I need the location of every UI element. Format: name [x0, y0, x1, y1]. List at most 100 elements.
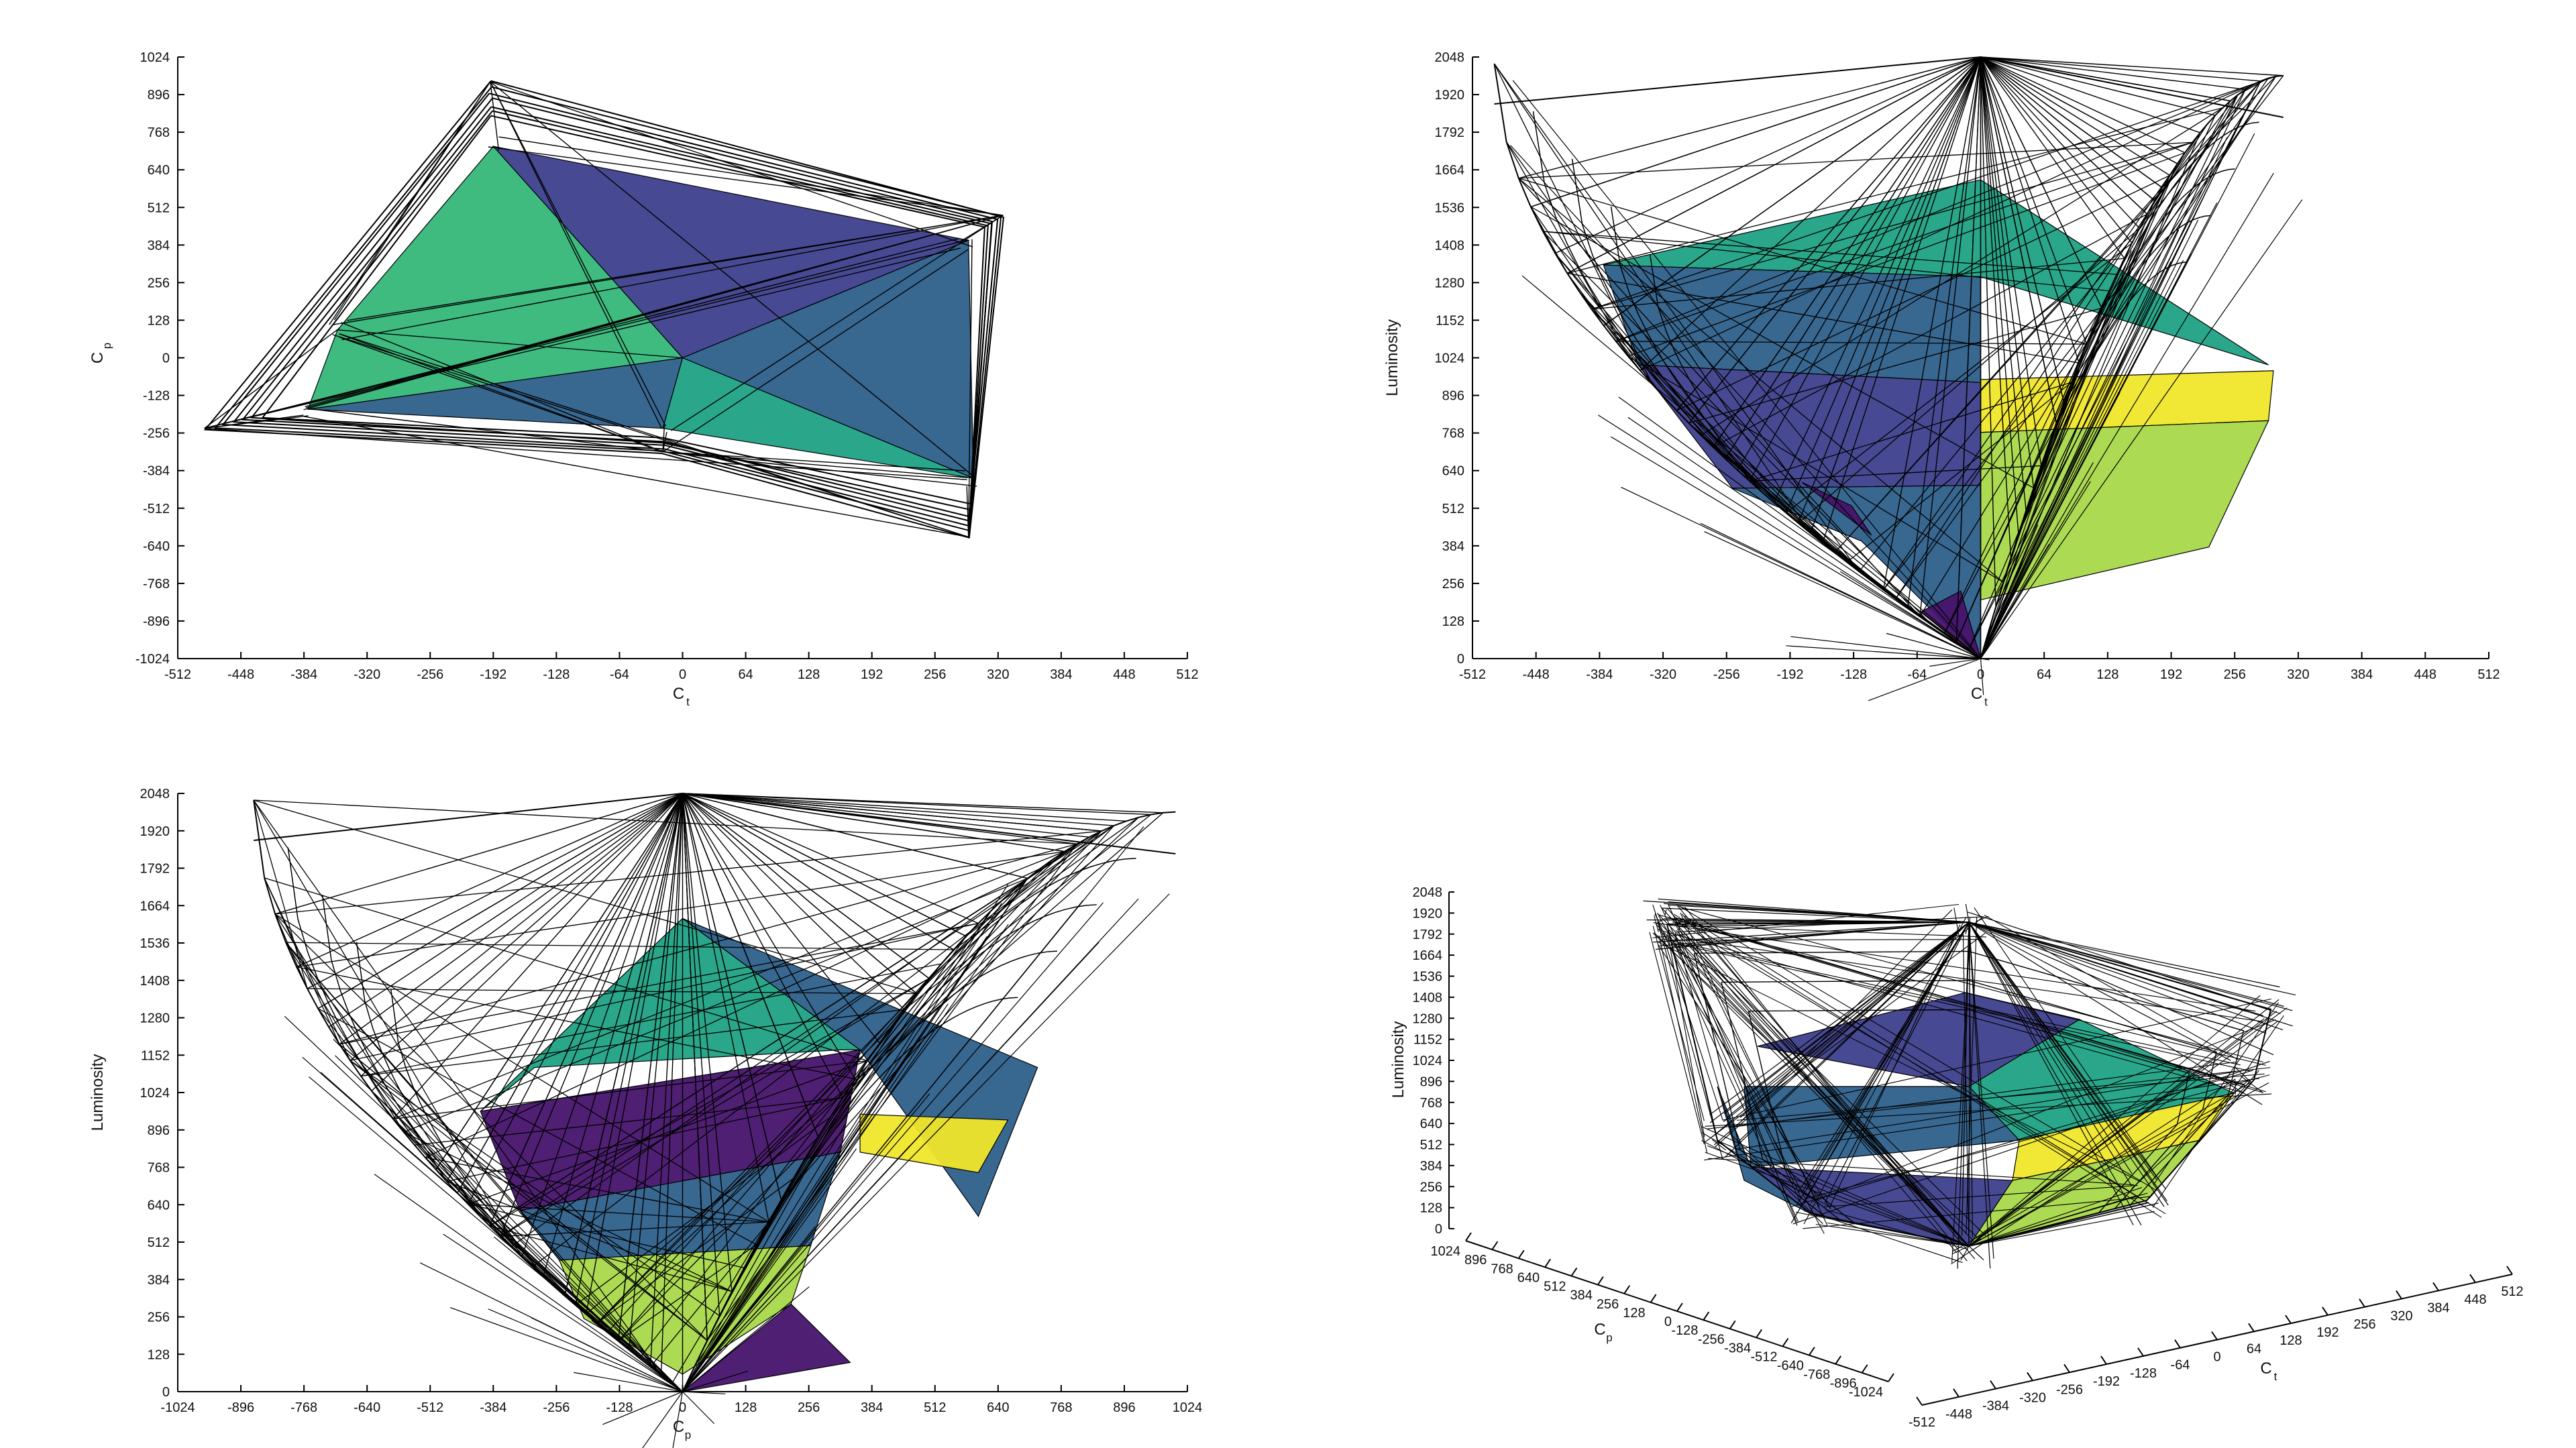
wireframe-edge [1506, 142, 1750, 482]
x-tick [2322, 1306, 2328, 1316]
x-tick-label: -448 [1945, 1407, 1972, 1422]
wireframe-edge [333, 1039, 683, 1392]
wireframe-edge [1995, 89, 2246, 608]
x-axis-label: C [673, 1418, 684, 1436]
wireframe-edge [682, 898, 1139, 1392]
wireframe-edge [1980, 56, 2170, 176]
wireframe-edge [602, 1391, 683, 1425]
wireframe-edge [2025, 200, 2155, 511]
y-tick-label: 0 [1457, 652, 1464, 667]
x-tick-label: 640 [987, 1400, 1009, 1415]
y-tick-label: 768 [148, 125, 170, 140]
wireframe-edge [1506, 142, 1629, 357]
wireframe-edge [1518, 178, 1921, 617]
surface-band [1920, 590, 1982, 660]
y-tick-label: 512 [148, 1235, 170, 1250]
wireframe-edge [682, 1284, 771, 1392]
wireframe-edge [1684, 915, 2166, 1215]
wireframe-edge [302, 1056, 683, 1392]
wireframe-edge [1968, 922, 2296, 996]
wireframe-edge [968, 239, 973, 537]
wireframe-edge [1895, 325, 2095, 600]
z-tick-label: 0 [1435, 1222, 1442, 1237]
x-tick-label: -192 [480, 667, 506, 682]
wireframe-edge [1668, 904, 1970, 923]
y-tick-label: -896 [143, 614, 170, 629]
wireframe-ring [214, 86, 1002, 532]
wireframe-edge [682, 793, 819, 1137]
x-axis-label: C [1971, 685, 1982, 703]
wireframe-edge [1968, 917, 1971, 1247]
wireframe-edge [1510, 145, 1981, 659]
y-tick-label: 256 [1442, 577, 1464, 592]
x-tick-label: -1024 [160, 1400, 195, 1415]
wireframe-edge [682, 793, 1126, 822]
x-axis-label: C [2260, 1359, 2271, 1378]
wireframe-edge [307, 988, 917, 995]
wireframe-edge [1980, 56, 2012, 558]
y-tick-label: 0 [1664, 1315, 1672, 1329]
y-tick-label: 512 [1442, 502, 1464, 516]
wireframe-edge [1707, 1145, 1970, 1247]
wireframe-edge [1980, 56, 2102, 309]
wireframe-edge [1654, 932, 1970, 1247]
wireframe-edge [1968, 80, 2261, 651]
wireframe-edge [284, 1015, 683, 1392]
wireframe-edge [960, 215, 1004, 242]
wireframe-edge [682, 793, 918, 995]
x-tick-label: 192 [2160, 667, 2182, 682]
wireframe-edge [682, 793, 1114, 826]
wireframe-edge [1676, 174, 2170, 411]
z-tick-label: 512 [1420, 1138, 1442, 1153]
wireframe-edge [1652, 904, 1723, 1121]
wireframe-edge [1980, 56, 2284, 76]
wireframe-edge [468, 1203, 745, 1268]
wireframe-edge [1968, 1211, 2155, 1247]
wireframe-edge [1968, 95, 2239, 651]
y-tick-label: 1024 [1435, 351, 1465, 366]
z-axis-label: Luminosity [1389, 1021, 1407, 1099]
wireframe-edge [682, 1148, 857, 1392]
wireframe-edge [1882, 163, 2178, 590]
y-tick-label: 1664 [140, 899, 170, 913]
wireframe-edge [1658, 928, 1970, 1247]
wireframe-edge [1737, 56, 1982, 471]
wireframe-edge [1713, 447, 1909, 608]
y-tick-label: -512 [143, 502, 170, 516]
wireframe-edge [468, 1060, 868, 1205]
wireframe-edge [768, 911, 991, 1223]
x-tick-label: -384 [1982, 1399, 2009, 1414]
wireframe-edge [254, 799, 1077, 844]
y-tick-label: 384 [148, 238, 170, 253]
wireframe-edge [446, 793, 684, 1182]
wireframe-edge [1968, 922, 2263, 1105]
y-tick-label: 1024 [140, 50, 170, 65]
y-axis-label: Luminosity [1383, 319, 1401, 396]
y-tick-label: -640 [143, 539, 170, 554]
wireframe-edge [1968, 1192, 2148, 1247]
x-tick-label: -128 [606, 1400, 633, 1415]
wireframe-edge [489, 978, 930, 1227]
y-tick-label: 128 [1442, 614, 1464, 629]
x-tick-label: -768 [290, 1400, 317, 1415]
wireframe-edge [274, 793, 683, 915]
y-tick-label: -768 [143, 577, 170, 592]
y-tick-label: 256 [1597, 1297, 1619, 1312]
y-tick [1782, 1337, 1789, 1347]
wireframe-edge [1980, 56, 2231, 102]
y-tick-label: -512 [1750, 1350, 1777, 1365]
wireframe-edge [2018, 163, 2178, 535]
x-tick-label: -64 [610, 667, 629, 682]
wireframe-edge [1980, 56, 2155, 201]
wireframe-edge [1980, 219, 2199, 659]
wireframe-edge [443, 1233, 683, 1392]
wireframe-edge [682, 1391, 715, 1425]
wireframe-edge [1980, 56, 2246, 91]
wireframe-edge [309, 1076, 683, 1392]
wireframe-edge [392, 851, 1065, 1119]
x-tick [2137, 1347, 2144, 1357]
z-tick-label: 256 [1420, 1180, 1442, 1194]
surface-band [1801, 482, 1872, 536]
wireframe-edge [1658, 935, 1708, 1154]
y-tick [1597, 1276, 1604, 1286]
